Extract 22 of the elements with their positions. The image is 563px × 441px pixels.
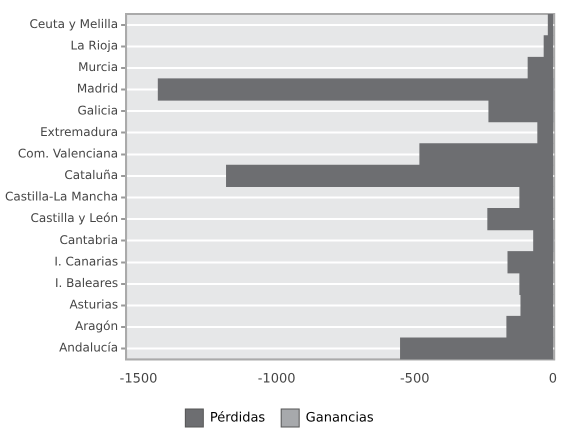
x-tick-label: -1500 xyxy=(120,372,158,387)
x-tick-label: -1000 xyxy=(258,372,296,387)
y-tick-label: Cantabria xyxy=(59,232,118,247)
y-tick-label: Ceuta y Melilla xyxy=(30,16,118,31)
y-tick-label: Andalucía xyxy=(59,340,118,355)
y-tick-label: I. Canarias xyxy=(54,254,118,268)
x-tick-label: -500 xyxy=(400,372,430,387)
y-tick-label: Castilla y León xyxy=(30,211,118,226)
y-tick-label: Murcia xyxy=(78,60,118,74)
y-tick-label: Asturias xyxy=(69,298,118,312)
y-tick-label: Aragón xyxy=(75,319,118,334)
y-tick-label: Madrid xyxy=(76,82,118,96)
x-tick-label: 0 xyxy=(548,372,557,387)
y-tick-label: I. Baleares xyxy=(54,276,118,290)
y-tick-label: Galicia xyxy=(77,103,118,118)
y-tick-label: La Rioja xyxy=(70,38,118,53)
y-tick-label: Castilla-La Mancha xyxy=(4,190,118,204)
legend-label: Ganancias xyxy=(306,410,374,426)
y-tick-label: Extremadura xyxy=(40,124,118,139)
y-tick-label: Cataluña xyxy=(64,168,118,182)
y-tick-label: Com. Valenciana xyxy=(18,146,118,160)
legend-label: Pérdidas xyxy=(210,410,266,426)
